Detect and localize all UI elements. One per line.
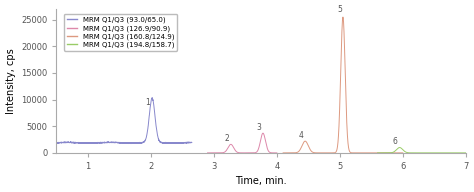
Text: 6: 6 (393, 137, 398, 146)
X-axis label: Time, min.: Time, min. (235, 176, 287, 186)
Text: 4: 4 (298, 131, 303, 140)
Text: 3: 3 (256, 123, 261, 132)
Y-axis label: Intensity, cps: Intensity, cps (6, 48, 16, 114)
Text: 1: 1 (146, 98, 150, 107)
Text: 2: 2 (224, 134, 229, 143)
Legend: MRM Q1/Q3 (93.0/65.0), MRM Q1/Q3 (126.9/90.9), MRM Q1/Q3 (160.8/124.9), MRM Q1/Q: MRM Q1/Q3 (93.0/65.0), MRM Q1/Q3 (126.9/… (64, 14, 177, 51)
Text: 5: 5 (337, 5, 342, 14)
